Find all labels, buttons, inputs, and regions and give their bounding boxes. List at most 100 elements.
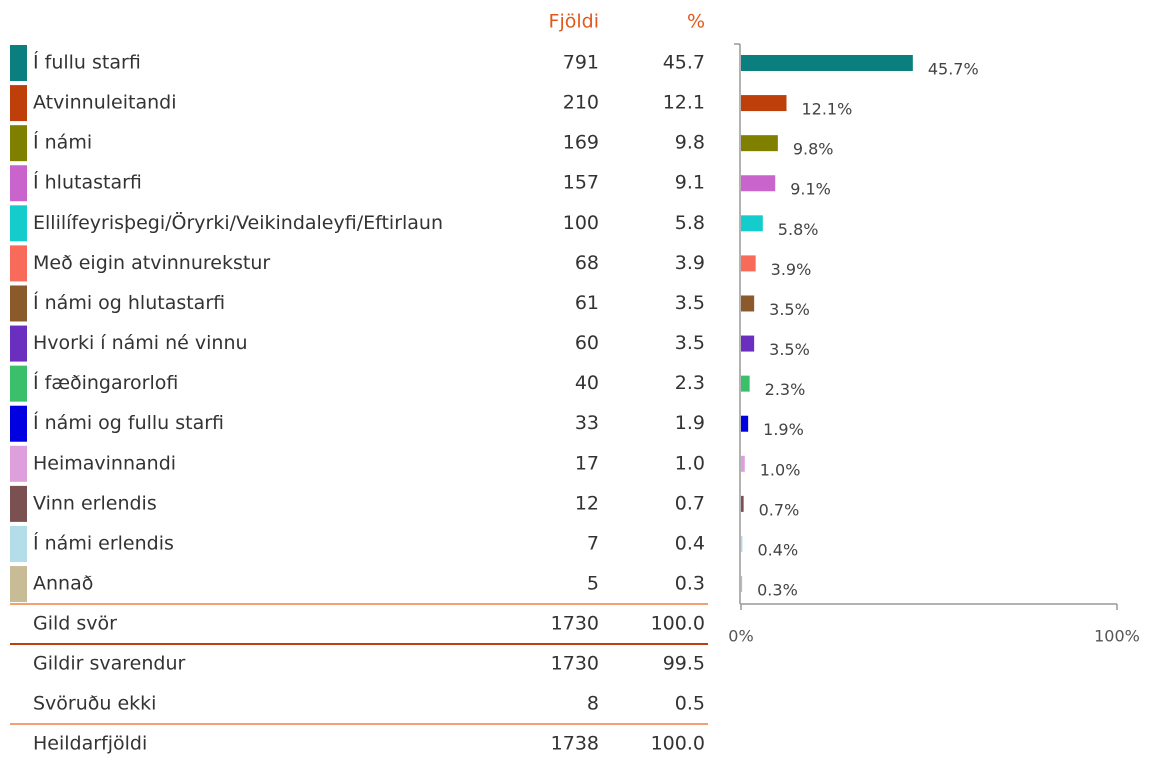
legend-swatch xyxy=(10,45,27,81)
row-count: 5 xyxy=(587,573,599,595)
count-header: Fjöldi xyxy=(549,11,599,33)
bar xyxy=(741,95,787,112)
row-count: 61 xyxy=(575,292,599,314)
bar xyxy=(741,335,755,352)
bar-label: 0.3% xyxy=(757,581,798,600)
summary-count: 1730 xyxy=(551,613,599,635)
row-count: 210 xyxy=(563,92,599,114)
row-count: 33 xyxy=(575,412,599,434)
bar xyxy=(741,295,755,312)
row-label: Ellilífeyrisþegi/Öryrki/Veikindaleyfi/Ef… xyxy=(33,211,443,234)
row-percent: 12.1 xyxy=(663,92,705,114)
summary-count: 1738 xyxy=(551,733,599,755)
row-count: 68 xyxy=(575,252,599,274)
row-percent: 2.3 xyxy=(675,372,705,394)
legend-swatch xyxy=(10,566,27,603)
row-percent: 3.5 xyxy=(675,332,705,354)
summary-label: Heildarfjöldi xyxy=(33,733,147,755)
row-label: Annað xyxy=(33,573,93,595)
bar-label: 9.1% xyxy=(790,180,831,199)
legend-swatch xyxy=(10,165,27,202)
legend-swatch xyxy=(10,365,27,402)
x-tick-label: 100% xyxy=(1094,627,1140,646)
bar-label: 1.0% xyxy=(760,460,801,479)
legend-swatch xyxy=(10,205,27,242)
row-label: Í námi og fullu starfi xyxy=(33,411,224,434)
row-percent: 0.4 xyxy=(675,532,705,554)
bar-label: 0.7% xyxy=(759,500,800,519)
summary-count: 8 xyxy=(587,693,599,715)
legend-swatch xyxy=(10,405,27,442)
row-percent: 1.0 xyxy=(675,452,705,474)
row-count: 7 xyxy=(587,532,599,554)
percent-header: % xyxy=(687,11,705,33)
bar xyxy=(741,255,756,272)
bar-label: 3.5% xyxy=(769,300,810,319)
row-count: 100 xyxy=(563,212,599,234)
row-percent: 3.5 xyxy=(675,292,705,314)
row-percent: 5.8 xyxy=(675,212,705,234)
bar-label: 0.4% xyxy=(758,540,799,559)
summary-percent: 100.0 xyxy=(651,613,705,635)
bar xyxy=(741,175,776,192)
bar xyxy=(741,535,743,552)
bar xyxy=(741,55,913,71)
bar xyxy=(741,135,778,152)
bar xyxy=(741,375,750,392)
bar-label: 9.8% xyxy=(793,140,834,159)
legend-swatch xyxy=(10,245,27,282)
row-count: 17 xyxy=(575,452,599,474)
bar xyxy=(741,415,749,432)
bar-label: 3.9% xyxy=(771,260,812,279)
row-label: Í fullu starfi xyxy=(33,51,141,74)
bar-label: 2.3% xyxy=(765,380,806,399)
summary-label: Gildir svarendur xyxy=(33,653,185,675)
row-count: 169 xyxy=(563,132,599,154)
row-percent: 3.9 xyxy=(675,252,705,274)
summary-count: 1730 xyxy=(551,653,599,675)
row-percent: 9.8 xyxy=(675,132,705,154)
row-label: Í námi xyxy=(33,131,92,154)
row-count: 40 xyxy=(575,372,599,394)
row-label: Með eigin atvinnurekstur xyxy=(33,252,270,274)
legend-swatch xyxy=(10,85,27,122)
summary-percent: 100.0 xyxy=(651,733,705,755)
bar-label: 12.1% xyxy=(801,100,852,119)
row-count: 60 xyxy=(575,332,599,354)
bar xyxy=(741,455,745,472)
legend-swatch xyxy=(10,125,27,162)
bar-label: 1.9% xyxy=(763,420,804,439)
row-percent: 0.3 xyxy=(675,573,705,595)
legend-swatch xyxy=(10,525,27,562)
row-percent: 45.7 xyxy=(663,52,705,74)
row-label: Hvorki í námi né vinnu xyxy=(33,332,248,354)
row-label: Atvinnuleitandi xyxy=(33,92,176,114)
bar-label: 3.5% xyxy=(769,340,810,359)
legend-swatch xyxy=(10,485,27,522)
bar xyxy=(741,215,763,232)
legend-swatch xyxy=(10,325,27,362)
row-percent: 0.7 xyxy=(675,492,705,514)
row-count: 12 xyxy=(575,492,599,514)
bar-label: 45.7% xyxy=(928,60,979,79)
summary-label: Gild svör xyxy=(33,613,117,635)
row-label: Í námi og hlutastarfi xyxy=(33,291,225,314)
row-label: Í námi erlendis xyxy=(33,531,174,554)
row-count: 791 xyxy=(563,52,599,74)
summary-percent: 0.5 xyxy=(675,693,705,715)
row-count: 157 xyxy=(563,172,599,194)
summary-percent: 99.5 xyxy=(663,653,705,675)
row-label: Vinn erlendis xyxy=(33,492,157,514)
row-percent: 1.9 xyxy=(675,412,705,434)
summary-label: Svöruðu ekki xyxy=(33,693,156,715)
bar xyxy=(741,576,743,593)
row-label: Í fæðingarorlofi xyxy=(33,371,178,394)
bar xyxy=(741,495,744,512)
bar-label: 5.8% xyxy=(778,220,819,239)
x-tick-label: 0% xyxy=(728,627,753,646)
row-label: Í hlutastarfi xyxy=(33,171,142,194)
legend-swatch xyxy=(10,285,27,322)
legend-swatch xyxy=(10,445,27,482)
